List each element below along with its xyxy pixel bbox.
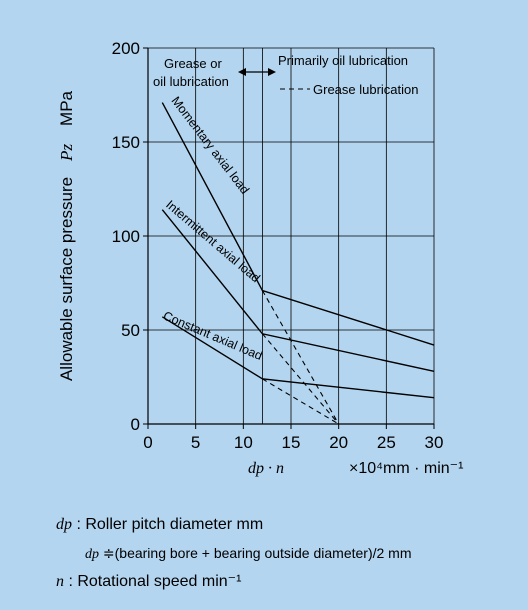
n-text: : Rotational speed min⁻¹	[68, 573, 242, 590]
dp-symbol: dp	[56, 516, 72, 533]
x-tick-label: 30	[425, 433, 444, 452]
x-tick-label: 25	[377, 433, 396, 452]
x-tick-label: 20	[329, 433, 348, 452]
x-axis-title-symbol: dp · n	[248, 460, 284, 477]
y-axis-title-text: Allowable surface pressure	[57, 177, 76, 381]
series-line-dashed	[262, 378, 339, 425]
y-axis-title-unit: MPa	[57, 90, 76, 126]
y-tick-label: 50	[121, 321, 140, 340]
region-label-left-1: Grease or	[164, 56, 222, 71]
y-tick-label: 100	[112, 227, 140, 246]
y-tick-label: 200	[112, 39, 140, 58]
region-arrow-head-right	[268, 68, 276, 76]
x-tick-label: 0	[143, 433, 152, 452]
x-tick-label: 15	[282, 433, 301, 452]
series-line-dashed	[261, 290, 340, 425]
dp-formula-symbol: dp	[85, 547, 99, 562]
n-definition: n : Rotational speed min⁻¹	[56, 571, 241, 591]
x-tick-label: 5	[191, 433, 200, 452]
y-tick-label: 150	[112, 133, 140, 152]
dp-text: : Roller pitch diameter mm	[76, 516, 264, 533]
y-axis-title: Allowable surface pressure Pz MPa	[57, 90, 76, 381]
dp-formula: dp ≑(bearing bore + bearing outside diam…	[85, 545, 412, 563]
series-line-dashed	[261, 333, 340, 425]
dp-formula-text: ≑(bearing bore + bearing outside diamete…	[102, 545, 412, 561]
region-label-right: Primarily oil lubrication	[278, 53, 408, 68]
curve-label-momentary: Momentary axial load	[168, 94, 251, 197]
region-arrow-head-left	[238, 68, 246, 76]
y-axis-title-symbol: Pz	[57, 144, 76, 162]
n-symbol: n	[56, 573, 64, 590]
x-axis-title-unit: ×10⁴mm · min⁻¹	[349, 460, 463, 477]
y-tick-label: 0	[131, 415, 140, 434]
dp-definition: dp : Roller pitch diameter mm	[56, 516, 263, 534]
x-tick-label: 10	[234, 433, 253, 452]
region-label-left-2: oil lubrication	[153, 74, 229, 89]
legend-dashed-label: Grease lubrication	[313, 82, 419, 97]
